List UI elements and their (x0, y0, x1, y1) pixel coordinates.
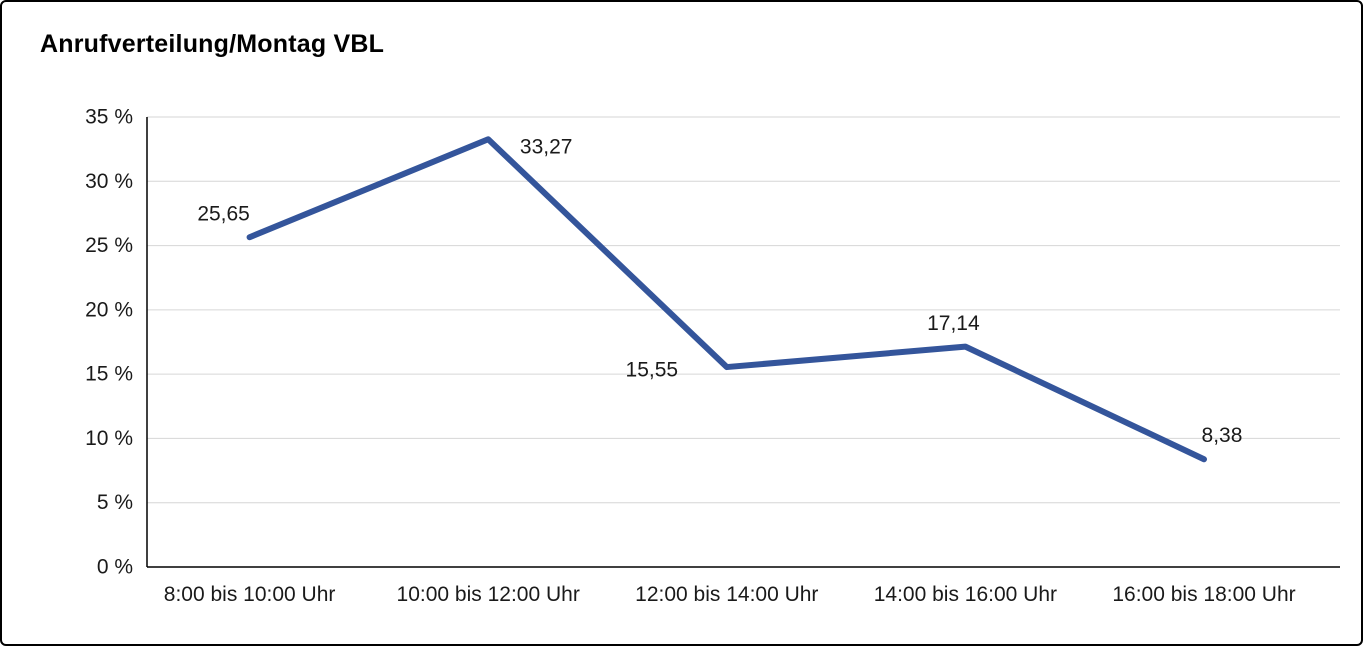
y-tick-label: 10 % (85, 427, 133, 450)
data-point-label: 25,65 (197, 203, 250, 226)
data-point-label: 8,38 (1202, 424, 1243, 447)
x-tick-label: 8:00 bis 10:00 Uhr (164, 583, 336, 606)
x-tick-label: 16:00 bis 18:00 Uhr (1112, 583, 1295, 606)
data-point-label: 33,27 (520, 136, 573, 159)
y-tick-label: 25 % (85, 234, 133, 257)
data-point-label: 15,55 (626, 359, 679, 382)
y-tick-label: 20 % (85, 298, 133, 321)
series-line (246, 136, 1207, 463)
y-tick-label: 5 % (97, 491, 133, 514)
data-point-label: 17,14 (927, 312, 980, 335)
y-tick-label: 0 % (97, 556, 133, 579)
x-tick-label: 12:00 bis 14:00 Uhr (635, 583, 818, 606)
x-tick-label: 10:00 bis 12:00 Uhr (397, 583, 580, 606)
chart-title: Anrufverteilung/Montag VBL (40, 30, 385, 58)
x-tick-label: 14:00 bis 16:00 Uhr (874, 583, 1057, 606)
y-tick-label: 35 % (85, 106, 133, 129)
y-tick-label: 30 % (85, 170, 133, 193)
y-tick-label: 15 % (85, 363, 133, 386)
